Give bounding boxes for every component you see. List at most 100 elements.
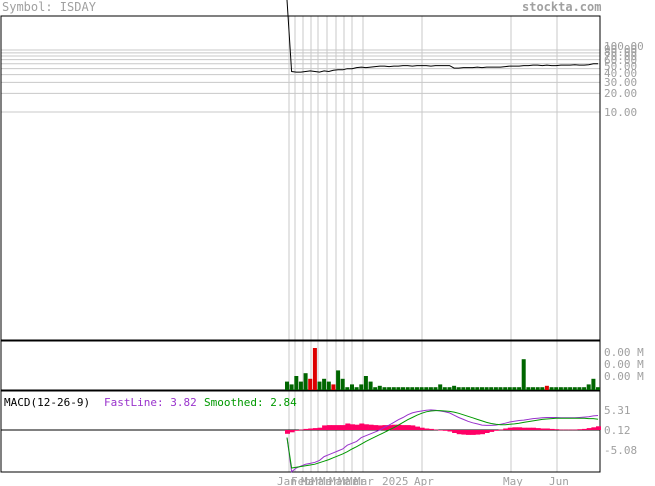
x-tick-label: May [503, 475, 523, 486]
macd-histogram-bar [396, 424, 402, 430]
x-tick-label: Mar [354, 475, 374, 486]
macd-histogram-bar [298, 429, 304, 431]
volume-bar [326, 381, 331, 390]
volume-bar [363, 376, 368, 390]
volume-bar [345, 387, 350, 390]
volume-bar [461, 387, 466, 390]
macd-histogram-bar [572, 429, 578, 431]
macd-histogram-bar [359, 423, 365, 430]
site-label[interactable]: stockta.com [522, 0, 602, 14]
macd-histogram-bar [480, 430, 485, 435]
volume-bar [452, 385, 457, 390]
x-tick-label: Mar [338, 475, 358, 486]
volume-bar [368, 381, 373, 390]
macd-histogram-bar [470, 430, 476, 435]
macd-histogram-bar [401, 425, 406, 430]
macd-histogram-bar [517, 427, 523, 430]
x-tick-label: Mar [346, 475, 366, 486]
price-line [286, 0, 598, 73]
volume-bar [489, 387, 494, 390]
macd-histogram-bar [549, 428, 555, 430]
volume-bar [312, 348, 317, 390]
macd-histogram-bar [419, 427, 425, 430]
macd-histogram-bar [308, 428, 314, 430]
x-tick-label: 2025 [382, 475, 409, 486]
symbol-label: Symbol: ISDAY [2, 0, 96, 14]
price-tick-label: 100.00 [604, 40, 644, 53]
x-tick-label: Mar [301, 475, 321, 486]
macd-fastline [286, 409, 599, 473]
macd-histogram-bar [591, 427, 597, 430]
volume-bar [558, 387, 563, 390]
macd-tick-label: 0.12 [604, 424, 631, 437]
volume-bar [554, 387, 559, 390]
macd-histogram-bar [554, 429, 560, 430]
macd-histogram-bar [493, 430, 499, 431]
volume-bar [401, 387, 405, 390]
volume-bar [517, 387, 522, 390]
macd-histogram-bar [544, 428, 550, 430]
volume-bar [350, 384, 354, 390]
volume-bar [586, 384, 591, 390]
volume-bar [317, 381, 322, 390]
macd-histogram-bar [428, 428, 434, 430]
volume-bar [359, 384, 364, 390]
volume-bar [433, 387, 438, 390]
macd-histogram-bar [433, 429, 439, 431]
volume-bar [568, 387, 573, 390]
macd-histogram-bar [340, 425, 346, 430]
volume-bar [549, 387, 554, 390]
volume-bar [493, 387, 498, 390]
volume-bar [415, 387, 419, 390]
volume-bar [285, 381, 289, 390]
macd-histogram-bar [563, 429, 569, 431]
price-tick-label: 60.00 [604, 54, 637, 67]
volume-bar [410, 387, 415, 390]
volume-bar [322, 378, 327, 390]
macd-histogram-bar [531, 427, 536, 430]
macd-histogram-bar [447, 430, 453, 432]
macd-histogram-bar [512, 427, 518, 430]
macd-histogram-bar [312, 428, 318, 430]
macd-histogram-bar [410, 425, 416, 430]
macd-histogram-bar [456, 430, 462, 435]
volume-bar [340, 378, 345, 390]
macd-histogram-bar [326, 425, 332, 430]
macd-histogram-bar [387, 425, 393, 430]
volume-bar [303, 373, 308, 390]
volume-bar [354, 387, 359, 390]
macd-histogram-bar [317, 427, 323, 430]
volume-tick-label: 0.00 M [604, 358, 644, 371]
macd-histogram-bar [350, 424, 355, 430]
price-tick-label: 70.00 [604, 50, 637, 63]
volume-bar [591, 378, 596, 390]
volume-tick-label: 0.00 M [604, 370, 644, 383]
macd-histogram-bar [354, 424, 360, 430]
volume-bar [382, 387, 387, 390]
volume-bar [498, 387, 503, 390]
volume-bar [484, 387, 489, 390]
macd-histogram-bar [303, 428, 309, 430]
macd-histogram-bar [285, 430, 290, 434]
macd-histogram-bar [415, 426, 420, 430]
volume-bar [373, 387, 378, 390]
macd-histogram-bar [442, 430, 448, 431]
volume-bar [298, 381, 303, 390]
volume-bar [577, 387, 582, 390]
volume-bar [391, 387, 396, 390]
macd-smoothed-line [286, 410, 599, 469]
macd-histogram-bar [526, 427, 532, 430]
volume-bar [526, 387, 531, 390]
macd-histogram-bar [345, 423, 351, 430]
volume-bar [503, 387, 508, 390]
volume-bar [535, 387, 540, 390]
volume-bar [544, 385, 549, 390]
volume-bar [540, 387, 545, 390]
volume-bar [396, 387, 401, 390]
volume-bar [419, 387, 424, 390]
volume-bar [572, 387, 577, 390]
macd-histogram-bar [596, 426, 601, 430]
volume-bar [531, 387, 535, 390]
macd-histogram-bar [540, 428, 546, 430]
macd-tick-label: -5.08 [604, 444, 637, 457]
